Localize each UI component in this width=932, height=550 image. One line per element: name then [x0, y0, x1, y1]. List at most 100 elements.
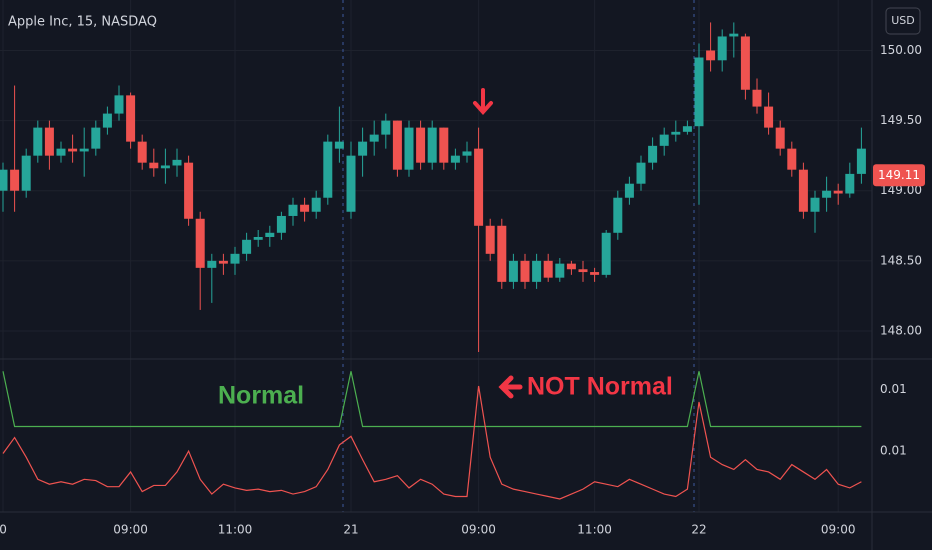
left-arrow	[498, 375, 523, 399]
candle-body	[590, 272, 600, 275]
candle-body	[706, 50, 716, 61]
x-tick-label: 09:00	[113, 523, 148, 537]
candle-body	[311, 197, 321, 212]
candle-body	[149, 162, 159, 169]
candle-body	[764, 106, 774, 128]
candle-body	[648, 145, 658, 163]
candle-body	[288, 204, 298, 216]
candle-body	[172, 159, 182, 166]
candle-body	[497, 225, 507, 282]
candle-body	[369, 134, 379, 142]
y-tick-label: 0.01	[880, 444, 907, 458]
candle-body	[276, 215, 286, 233]
candle-body	[126, 95, 136, 142]
candle-body	[300, 204, 310, 212]
annotation: NOT Normal	[527, 373, 673, 401]
y-tick-label: 150.00	[880, 43, 922, 57]
candle-body	[439, 127, 449, 163]
candle-body	[450, 155, 460, 163]
candle-body	[775, 127, 785, 149]
candle-body	[798, 169, 808, 212]
candle-body	[427, 127, 437, 163]
candle-body	[845, 173, 855, 194]
candle-body	[694, 57, 704, 127]
y-tick-label: 149.00	[880, 183, 922, 197]
candle-body	[33, 127, 43, 156]
indicator-line	[2, 371, 862, 428]
candle-body	[485, 225, 495, 254]
candle-body	[671, 131, 681, 135]
candle-body	[508, 260, 518, 282]
candle-body	[555, 263, 565, 278]
candle-body	[137, 141, 147, 163]
currency[interactable]: USD	[891, 14, 915, 27]
currency-box[interactable]	[885, 7, 921, 35]
y-tick-label: 0.01	[880, 382, 907, 396]
candle-body	[44, 127, 54, 156]
candle-body	[230, 253, 240, 264]
candle-body	[474, 148, 484, 226]
y-tick-label: 149.50	[880, 113, 922, 127]
candle-body	[636, 162, 646, 184]
candle-body	[195, 218, 205, 268]
candle-body	[392, 120, 402, 170]
candle-body	[717, 36, 727, 61]
candle-body	[79, 148, 89, 152]
candle-body	[68, 148, 78, 152]
candle-body	[624, 183, 634, 198]
candle-body	[56, 148, 66, 156]
y-tick-label: 148.50	[880, 253, 922, 267]
x-tick-label: 11:00	[218, 523, 253, 537]
candle-body	[21, 155, 31, 191]
candle-body	[184, 162, 194, 219]
candle-body	[404, 127, 414, 170]
candle-body	[253, 236, 263, 240]
candle-body	[114, 95, 124, 114]
candle-body	[659, 134, 669, 146]
y-tick-label: 148.00	[880, 323, 922, 337]
candle-body	[682, 126, 692, 132]
x-tick-label: 09:00	[821, 523, 856, 537]
candle-body	[787, 148, 797, 170]
chart-title: Apple Inc, 15, NASDAQ	[8, 15, 157, 30]
candle-body	[601, 232, 611, 275]
candle-body	[856, 148, 866, 174]
candle-body	[10, 169, 20, 191]
x-tick-label: 09:00	[461, 523, 496, 537]
candle-body	[613, 197, 623, 233]
last-price-tag	[873, 164, 925, 187]
x-tick-label: 0	[0, 523, 7, 537]
candle-body	[358, 141, 368, 156]
candle-body	[207, 260, 217, 268]
candle-body	[822, 190, 832, 198]
annotation: Normal	[218, 382, 304, 410]
candle-body	[578, 269, 588, 273]
x-tick-label: 21	[343, 523, 358, 537]
candle-body	[160, 165, 170, 169]
candle-body	[833, 190, 843, 194]
x-tick-label: 22	[691, 523, 706, 537]
candle-body	[729, 33, 739, 37]
candle-body	[381, 120, 391, 135]
candle-body	[334, 141, 344, 149]
candle-body	[752, 89, 762, 107]
candle-body	[242, 239, 252, 254]
candle-body	[740, 36, 750, 90]
candle-body	[265, 232, 275, 237]
last-price-label: 149.11	[878, 168, 920, 182]
candle-body	[532, 260, 542, 282]
candle-body	[416, 127, 426, 163]
candle-body	[91, 127, 101, 149]
candle-body	[520, 260, 530, 282]
candle-body	[0, 169, 8, 191]
candle-body	[346, 155, 356, 212]
candle-body	[323, 141, 333, 198]
candle-body	[566, 263, 576, 270]
candle-body	[218, 260, 228, 264]
indicator-line	[2, 385, 862, 500]
down-arrow	[473, 88, 493, 116]
candle-body	[102, 113, 112, 128]
candle-body	[543, 260, 553, 278]
